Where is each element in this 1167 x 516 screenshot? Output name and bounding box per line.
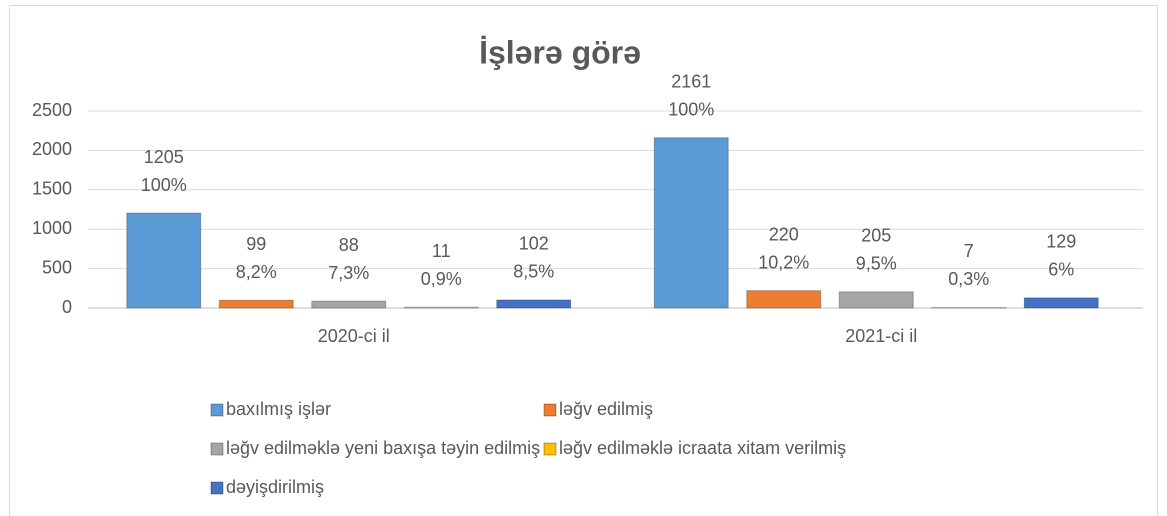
- share-label: 0,3%: [948, 269, 989, 289]
- y-tick-label: 2500: [32, 100, 72, 120]
- legend-label: ləğv edilməklə icraata xitam verilmiş: [559, 438, 846, 458]
- y-tick-label: 1500: [32, 179, 72, 199]
- data-label: 1205: [144, 147, 184, 167]
- y-tick-label: 2000: [32, 139, 72, 159]
- bar: [311, 300, 387, 309]
- chart-title: İşlərə görə: [479, 34, 641, 70]
- y-tick-label: 500: [42, 257, 72, 277]
- bar: [653, 137, 729, 309]
- bar: [1023, 297, 1099, 309]
- legend-label: dəyişdirilmiş: [226, 477, 324, 497]
- share-label: 8,5%: [513, 262, 554, 282]
- bar: [746, 290, 822, 309]
- legend-label: ləğv edilmiş: [559, 399, 653, 419]
- x-tick-label: 2021-ci il: [845, 326, 917, 346]
- share-label: 0,9%: [421, 269, 462, 289]
- share-label: 10,2%: [758, 252, 809, 272]
- share-label: 100%: [668, 99, 714, 119]
- share-label: 9,5%: [856, 254, 897, 274]
- legend-swatch: [210, 403, 224, 417]
- share-label: 7,3%: [328, 263, 369, 283]
- chart-border: [9, 5, 1158, 516]
- data-label: 220: [769, 224, 799, 244]
- share-label: 8,2%: [236, 262, 277, 282]
- data-label: 102: [519, 234, 549, 254]
- share-label: 6%: [1048, 260, 1074, 280]
- legend-swatch: [543, 403, 557, 417]
- y-tick-label: 0: [62, 297, 72, 317]
- data-label: 99: [246, 234, 266, 254]
- legend-label: ləğv edilməklə yeni baxışa təyin edilmiş: [226, 438, 540, 458]
- bar: [403, 306, 479, 309]
- legend-label: baxılmış işlər: [226, 399, 331, 419]
- data-label: 7: [964, 241, 974, 261]
- data-label: 88: [339, 235, 359, 255]
- legend-swatch: [210, 442, 224, 456]
- x-tick-label: 2020-ci il: [318, 326, 390, 346]
- data-label: 2161: [671, 71, 711, 91]
- bar: [218, 299, 294, 309]
- bar: [126, 212, 202, 309]
- bar: [496, 299, 572, 309]
- share-label: 100%: [141, 175, 187, 195]
- bar: [931, 306, 1007, 309]
- data-label: 129: [1046, 232, 1076, 252]
- legend-swatch: [210, 481, 224, 495]
- data-label: 11: [432, 241, 451, 261]
- bar: [838, 291, 914, 309]
- y-tick-label: 1000: [32, 218, 72, 238]
- legend-swatch: [543, 442, 557, 456]
- data-label: 205: [861, 226, 891, 246]
